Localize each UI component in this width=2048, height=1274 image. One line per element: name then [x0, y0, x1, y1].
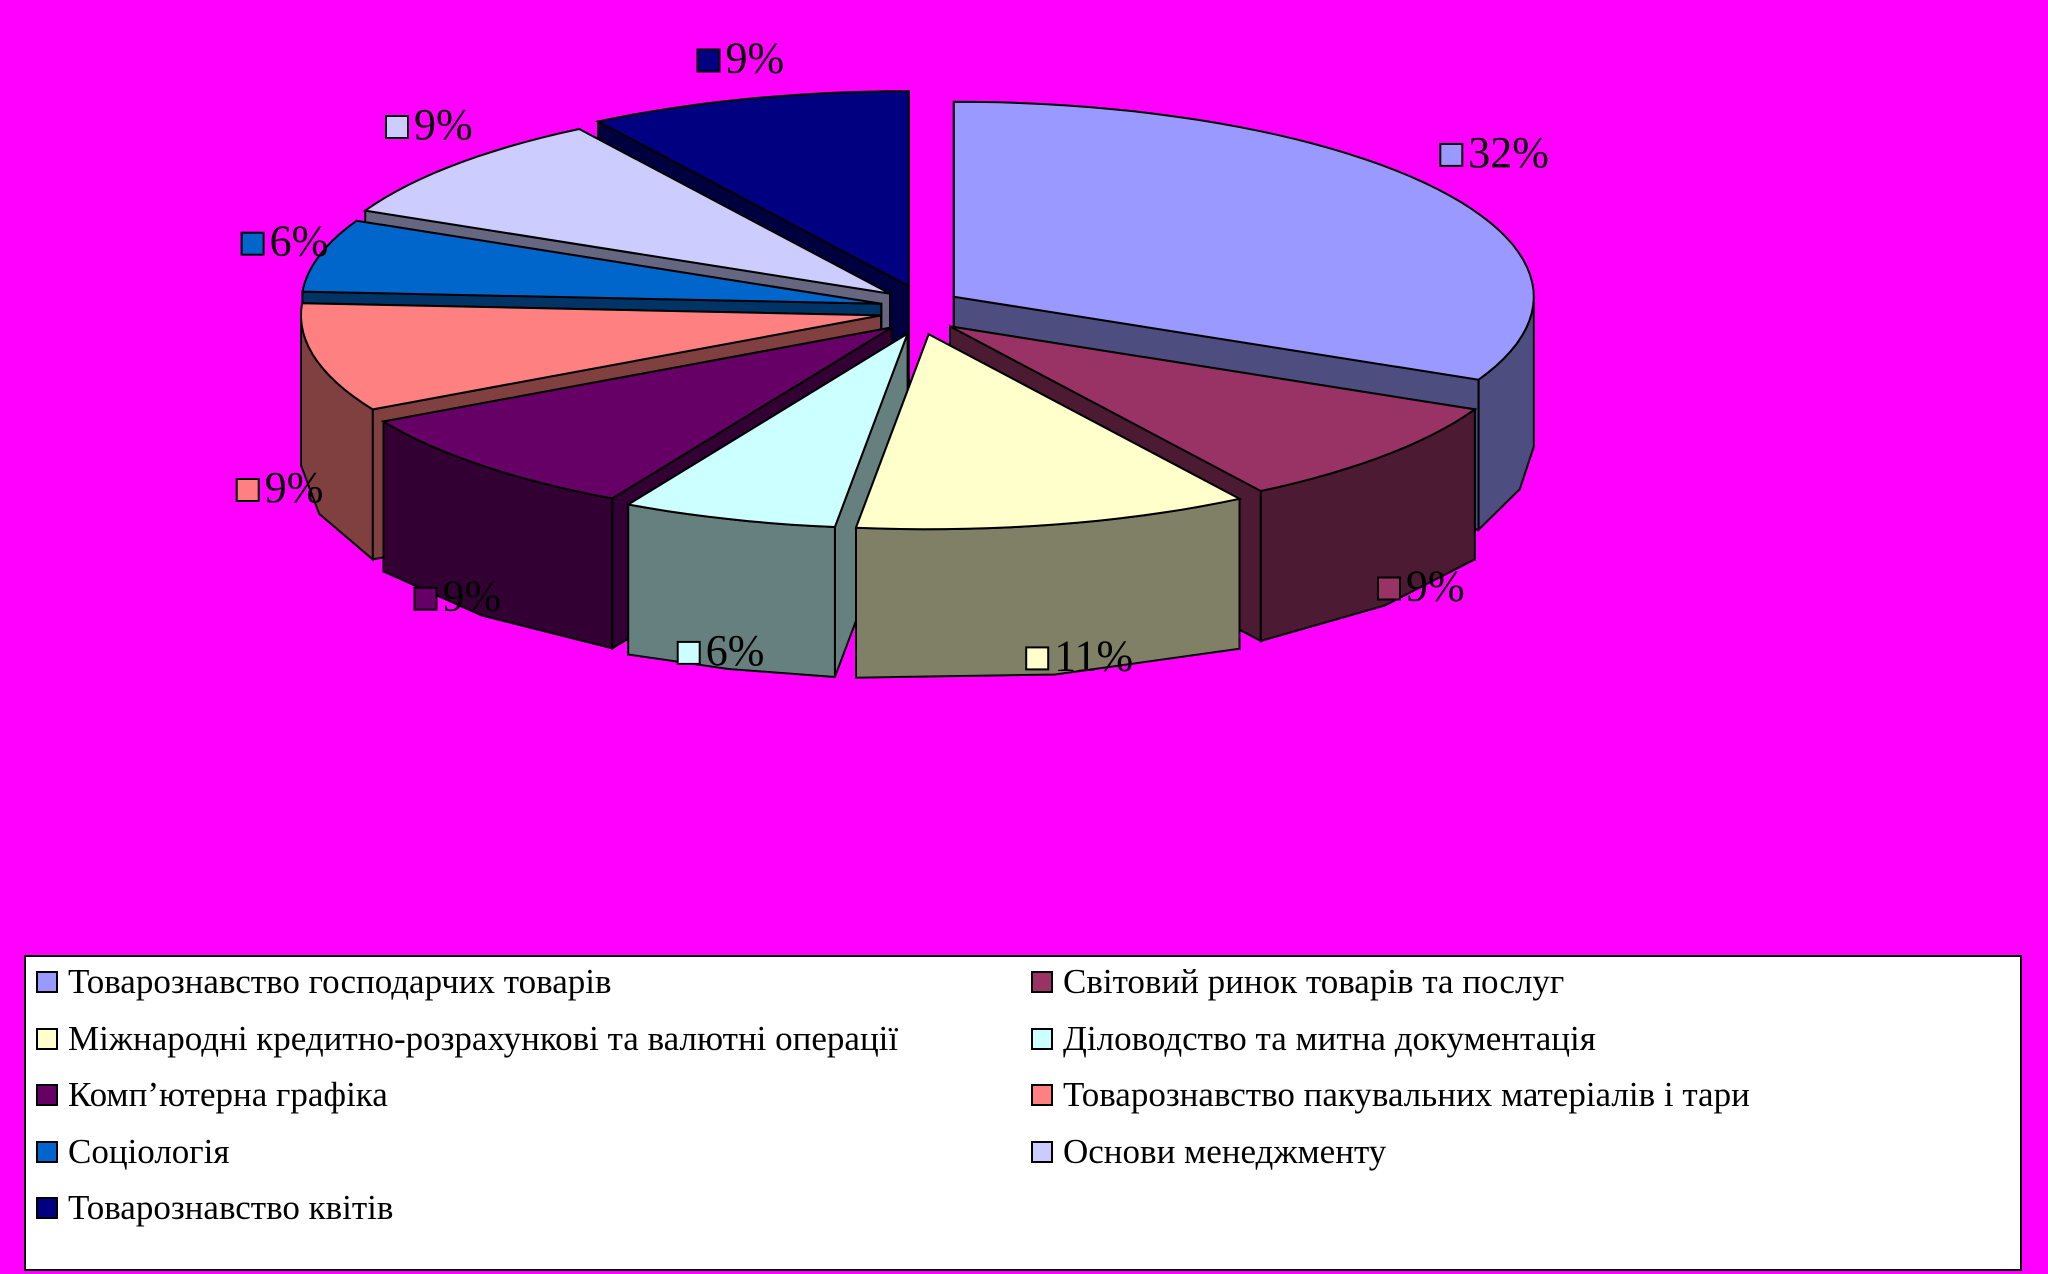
legend-item: Товарознавство квітів [36, 1188, 393, 1228]
legend-item: Діловодство та митна документація [1031, 1019, 1596, 1059]
legend-swatch [1031, 1084, 1053, 1106]
data-label-8: 9% [696, 34, 785, 83]
legend-item: Основи менеджменту [1031, 1132, 1386, 1172]
data-label-7: 9% [385, 100, 473, 149]
legend-swatch [36, 1027, 58, 1050]
legend-label: Основи менеджменту [1063, 1131, 1387, 1171]
data-label-5: 9% [235, 463, 324, 512]
legend-item: Міжнародні кредитно-розрахункові та валю… [36, 1019, 898, 1059]
data-label-swatch [1025, 646, 1050, 671]
pie-slice-6 [301, 219, 882, 305]
pie-slice-8 [595, 90, 910, 288]
data-label-text: 9% [726, 34, 785, 83]
legend-swatch [1031, 971, 1053, 993]
data-label-4: 9% [413, 572, 502, 621]
data-label-swatch [235, 478, 260, 502]
pie-slice-0 [952, 100, 1535, 381]
data-label-text: 9% [414, 100, 473, 149]
legend-item: Товарознавство господарчих товарів [36, 962, 611, 1002]
data-label-swatch [240, 231, 265, 256]
pie-slice-5 [299, 302, 882, 411]
data-label-swatch [385, 115, 409, 139]
data-label-0: 32% [1439, 128, 1549, 177]
legend-swatch [36, 1197, 58, 1219]
pie-slice-3 [625, 331, 910, 529]
legend: Товарознавство господарчих товарів Світов… [24, 955, 2022, 1271]
data-label-2: 11% [1025, 631, 1133, 680]
legend-label: Міжнародні кредитно-розрахункові та валю… [68, 1018, 899, 1058]
legend-label: Соціологія [68, 1131, 230, 1171]
data-label-text: 6% [706, 626, 765, 675]
pie-chart: 32% 9% 11% 6% 9% 9% 6% 9% 9% [235, 34, 1549, 680]
pie-slice-2 [854, 332, 1243, 531]
data-label-text: 11% [1054, 631, 1133, 680]
legend-swatch [1031, 1027, 1053, 1050]
legend-label: Товарознавство пакувальних матеріалів і … [1063, 1075, 1750, 1114]
legend-label: Товарознавство господарчих товарів [68, 962, 612, 1001]
pie-slice-4 [380, 326, 893, 500]
pie-slice-7 [362, 127, 891, 295]
legend-swatch [36, 971, 58, 993]
data-label-swatch [676, 640, 701, 665]
data-label-text: 9% [265, 463, 324, 512]
data-label-swatch [413, 586, 438, 611]
legend-label: Комп’ютерна графіка [68, 1075, 388, 1114]
data-label-swatch [1377, 576, 1401, 601]
legend-label: Світовий ринок товарів та послуг [1063, 962, 1565, 1001]
legend-swatch [36, 1140, 58, 1163]
data-label-text: 6% [270, 217, 329, 266]
data-label-3: 6% [676, 626, 765, 675]
legend-item: Комп’ютерна графіка [36, 1075, 388, 1115]
data-label-text: 9% [443, 572, 502, 621]
legend-swatch [1031, 1140, 1053, 1163]
data-label-swatch [696, 48, 721, 73]
legend-label: Товарознавство квітів [68, 1188, 394, 1227]
legend-item: Світовий ринок товарів та послуг [1031, 962, 1564, 1002]
legend-swatch [36, 1084, 58, 1106]
legend-item: Соціологія [36, 1132, 229, 1172]
data-label-1: 9% [1377, 562, 1465, 611]
data-label-swatch [1439, 142, 1464, 167]
pie-slice-1 [949, 325, 1478, 493]
data-label-text: 32% [1468, 128, 1549, 177]
legend-item: Товарознавство пакувальних матеріалів і … [1031, 1075, 1750, 1115]
data-label-text: 9% [1406, 562, 1465, 611]
legend-label: Діловодство та митна документація [1063, 1018, 1596, 1058]
data-label-6: 6% [240, 217, 329, 266]
